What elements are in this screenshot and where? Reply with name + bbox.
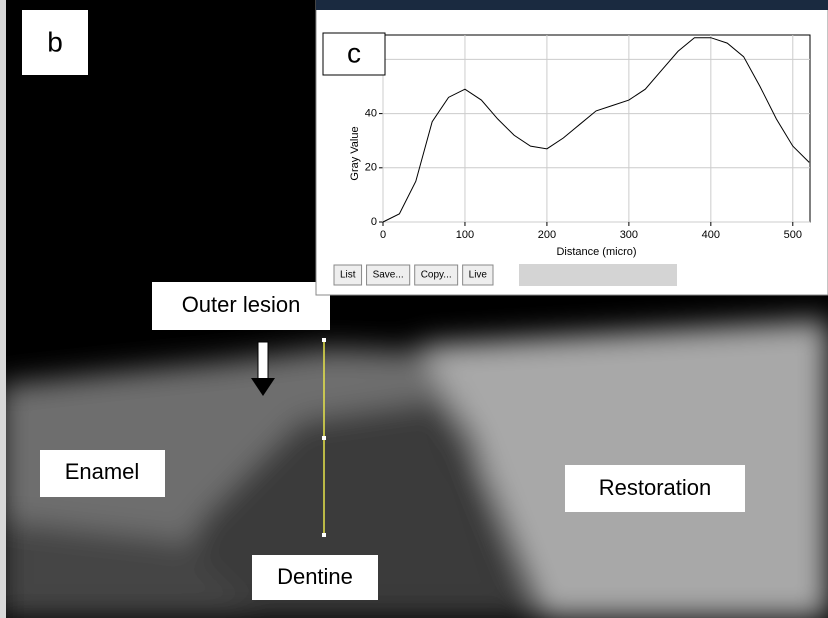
window-edge [0,0,6,618]
y-tick-label: 40 [365,108,377,120]
x-tick-label: 100 [456,229,474,241]
handle [322,338,326,342]
y-axis-label: Gray Value [349,126,361,180]
x-tick-label: 500 [784,229,802,241]
annotation: Outer lesion [182,292,301,317]
button-label[interactable]: Live [469,270,488,281]
annotation: Restoration [599,475,712,500]
handle [322,533,326,537]
plot-area [383,35,810,222]
panel-label: c [347,37,361,68]
handle [322,436,326,440]
y-tick-label: 20 [365,162,377,174]
x-tick-label: 400 [702,229,720,241]
button-label[interactable]: List [340,270,356,281]
button-label[interactable]: Save... [373,270,404,281]
button-label[interactable]: Copy... [421,270,452,281]
status-field [519,264,677,286]
title-bar [316,0,828,10]
button[interactable]: Save... [367,265,410,285]
x-tick-label: 200 [538,229,556,241]
x-tick-label: 300 [620,229,638,241]
y-tick-label: 0 [371,216,377,228]
button[interactable]: List [334,265,362,285]
button[interactable]: Copy... [415,265,458,285]
screenshot: b Outer lesion Enamel Restoration Dentin… [0,0,828,618]
annotation: Enamel [65,459,140,484]
panel-label: b [47,26,63,57]
button[interactable]: Live [463,265,493,285]
annotation: Dentine [277,564,353,589]
x-axis-label: Distance (micro) [556,246,636,258]
x-tick-label: 0 [380,229,386,241]
